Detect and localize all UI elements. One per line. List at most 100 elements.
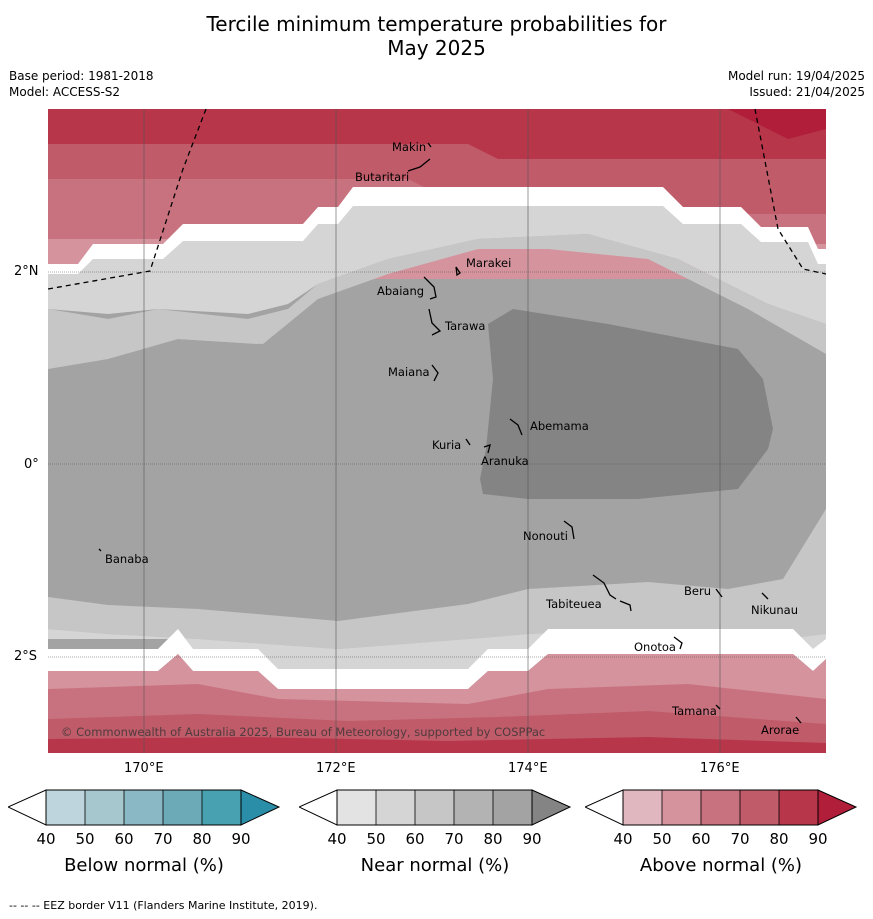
label-aranuka: Aranuka — [481, 454, 529, 468]
tick: 50 — [75, 830, 94, 848]
colorbar-below-dividers — [84, 790, 203, 825]
tick: 60 — [405, 830, 424, 848]
colorbar-near-ticks: 40 50 60 70 80 90 — [327, 830, 541, 848]
above-band-80-bottom — [48, 737, 826, 753]
white-gap-bottom — [48, 629, 826, 689]
islands — [98, 142, 802, 724]
meta-left: Base period: 1981-2018 Model: ACCESS-S2 — [9, 68, 154, 100]
island-aranuka — [483, 444, 491, 454]
eez-footnote: -- -- -- EEZ border V11 (Flanders Marine… — [9, 899, 318, 912]
colorbar-above-dividers — [661, 790, 780, 825]
colorbar-below-ticks: 40 50 60 70 80 90 — [36, 830, 250, 848]
lat-label-2n: 2°N — [14, 264, 39, 279]
colorbar-below: 40 50 60 70 80 90 — [8, 789, 281, 848]
above-swatch-50 — [662, 790, 701, 825]
island-tarawa — [428, 308, 442, 336]
colorbar-near-max-arrow — [531, 789, 572, 826]
label-maiana: Maiana — [388, 365, 430, 379]
island-onotoa — [673, 636, 683, 650]
above-swatch-70 — [740, 790, 779, 825]
near-band-50-top — [48, 206, 826, 324]
colorbar-below-max-arrow — [240, 789, 281, 826]
near-band-60-bottom — [48, 509, 826, 649]
title-line-1: Tercile minimum temperature probabilitie… — [206, 12, 667, 36]
tick: 40 — [613, 830, 632, 848]
colorbar-near-title: Near normal (%) — [360, 855, 510, 876]
tick: 70 — [730, 830, 749, 848]
tick: 40 — [36, 830, 55, 848]
island-tabiteuea-north — [592, 574, 617, 600]
island-maiana — [431, 364, 439, 382]
island-abaiang — [423, 276, 437, 300]
eez-line-west — [48, 109, 207, 290]
above-band-90-top — [728, 109, 826, 139]
below-swatch-60 — [124, 790, 163, 825]
lon-label-170e: 170°E — [124, 761, 164, 776]
above-swatch-40 — [623, 790, 662, 825]
tick: 40 — [327, 830, 346, 848]
colorbar-above: 40 50 60 70 80 90 — [585, 789, 858, 848]
colorbar-below-frame — [45, 789, 242, 826]
chart-title: Tercile minimum temperature probabilitie… — [0, 12, 873, 60]
below-swatch-80 — [202, 790, 241, 825]
colorbar-near-min-arrow — [299, 789, 338, 826]
colorbar-near-dividers — [375, 790, 494, 825]
island-beru — [715, 588, 723, 598]
island-butaritari — [407, 158, 431, 172]
island-marakei — [455, 266, 461, 277]
model-name: Model: ACCESS-S2 — [9, 85, 121, 99]
lat-label-2s: 2°S — [14, 649, 38, 664]
label-arorae: Arorae — [761, 723, 799, 737]
lon-label-176e: 176°E — [700, 761, 740, 776]
island-tamana — [715, 704, 721, 710]
label-nonouti: Nonouti — [523, 529, 568, 543]
below-swatch-70 — [163, 790, 202, 825]
island-banaba — [98, 548, 102, 552]
above-band-80 — [48, 109, 826, 159]
island-tabiteuea-south — [619, 600, 632, 612]
tick: 60 — [691, 830, 710, 848]
tick: 90 — [231, 830, 250, 848]
island-arorae — [795, 716, 802, 724]
model-run: Model run: 19/04/2025 — [727, 69, 865, 83]
island-makin — [427, 142, 432, 148]
tick: 80 — [192, 830, 211, 848]
near-band-90-core — [480, 309, 773, 499]
colorbar-above-swatches — [623, 790, 818, 825]
label-butaritari: Butaritari — [355, 170, 409, 184]
near-swatch-40 — [337, 790, 376, 825]
label-makin: Makin — [392, 140, 426, 154]
tick: 90 — [522, 830, 541, 848]
label-abaiang: Abaiang — [377, 284, 424, 298]
island-nonouti — [563, 520, 575, 540]
tick: 60 — [114, 830, 133, 848]
eez-border — [48, 109, 826, 290]
tick: 80 — [769, 830, 788, 848]
tick: 50 — [366, 830, 385, 848]
title-line-2: May 2025 — [387, 36, 486, 60]
colorbar-above-min-arrow — [585, 789, 624, 826]
colorbar-above-max-arrow — [817, 789, 858, 826]
colorbar-below-title: Below normal (%) — [64, 855, 224, 876]
colorbar-above-title: Above normal (%) — [639, 855, 803, 876]
label-tarawa: Tarawa — [444, 319, 485, 333]
label-tamana: Tamana — [671, 704, 717, 718]
below-swatch-50 — [85, 790, 124, 825]
meta-right: Model run: 19/04/2025 Issued: 21/04/2025 — [728, 68, 865, 100]
probability-map: Makin Butaritari Marakei Abaiang Tarawa … — [48, 109, 826, 753]
place-labels: Makin Butaritari Marakei Abaiang Tarawa … — [105, 140, 799, 737]
label-onotoa: Onotoa — [634, 640, 676, 654]
below-swatch-40 — [46, 790, 85, 825]
colorbar-below-min-arrow — [8, 789, 47, 826]
issued-date: Issued: 21/04/2025 — [749, 85, 865, 99]
label-banaba: Banaba — [105, 552, 149, 566]
near-swatch-80 — [493, 790, 532, 825]
tick: 80 — [483, 830, 502, 848]
gridlines — [143, 109, 721, 753]
lat-gridlines — [48, 271, 826, 658]
tick: 50 — [652, 830, 671, 848]
colorbar-below-swatches — [46, 790, 241, 825]
above-swatch-60 — [701, 790, 740, 825]
island-kuria — [465, 438, 471, 446]
above-swatch-80 — [779, 790, 818, 825]
